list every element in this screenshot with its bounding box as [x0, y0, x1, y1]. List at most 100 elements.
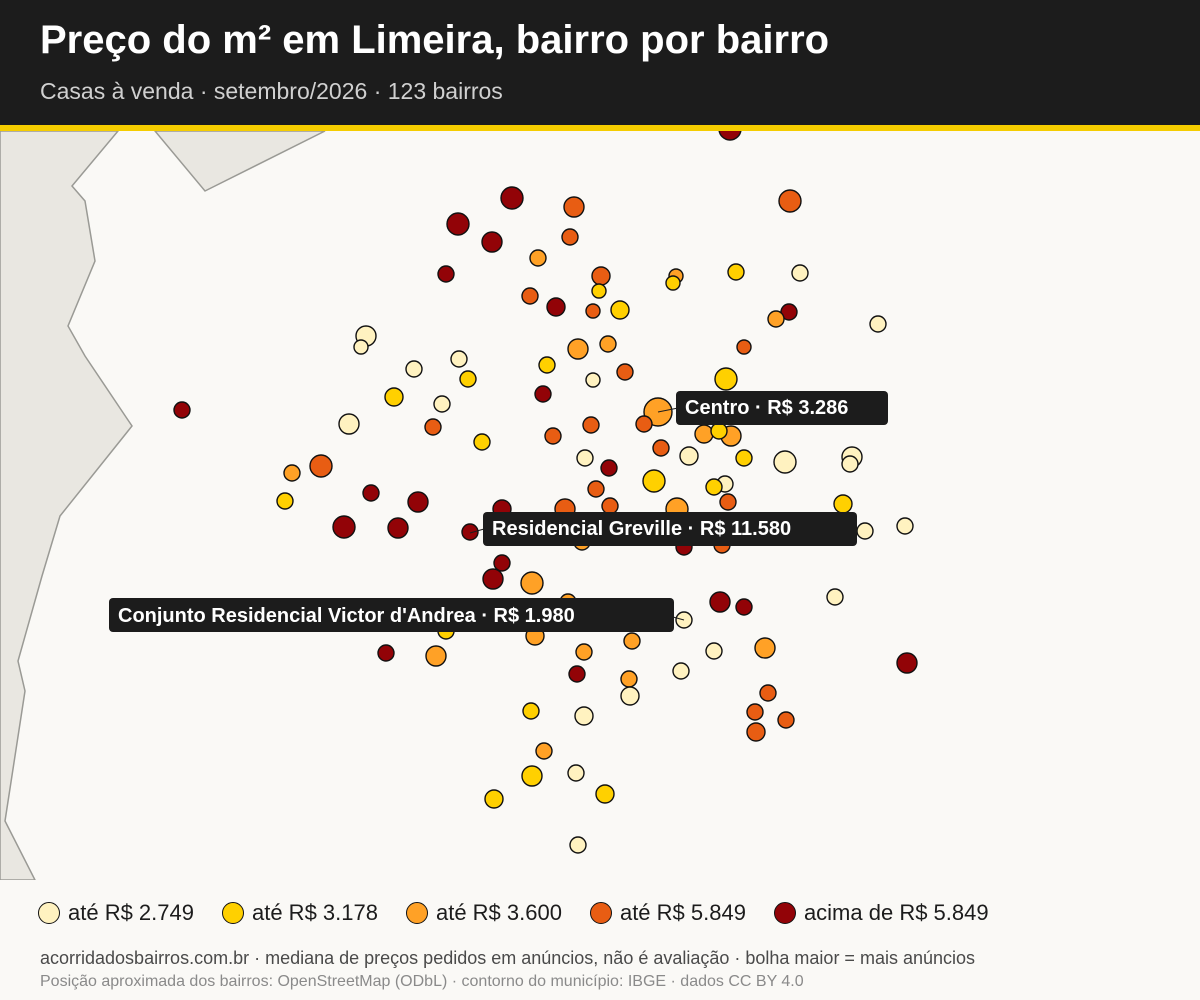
neighborhood-bubble-55[interactable] [841, 455, 859, 473]
neighborhood-bubble-14[interactable] [665, 275, 681, 291]
neighborhood-bubble-51[interactable] [576, 449, 594, 467]
callout-victor-dandrea: Conjunto Residencial Victor d'Andrea · R… [109, 598, 685, 632]
neighborhood-bubble-46[interactable] [694, 424, 714, 444]
neighborhood-bubble-35[interactable] [384, 387, 404, 407]
neighborhood-bubble-12[interactable] [791, 264, 809, 282]
neighborhood-bubble-76[interactable] [896, 517, 914, 535]
neighborhood-bubble-82[interactable] [520, 571, 544, 595]
neighborhood-bubble-64[interactable] [276, 492, 294, 510]
neighborhood-bubble-36[interactable] [534, 385, 552, 403]
neighborhood-bubble-65[interactable] [407, 491, 429, 513]
neighborhood-bubble-63[interactable] [362, 484, 380, 502]
neighborhood-bubble-57[interactable] [309, 454, 333, 478]
neighborhood-bubble-18[interactable] [585, 303, 601, 319]
neighborhood-bubble-96[interactable] [896, 652, 918, 674]
neighborhood-bubble-15[interactable] [591, 283, 607, 299]
neighborhood-bubble-37[interactable] [433, 395, 451, 413]
neighborhood-bubble-109[interactable] [567, 764, 585, 782]
neighborhood-bubble-73[interactable] [387, 517, 409, 539]
neighborhood-bubble-22[interactable] [869, 315, 887, 333]
neighborhood-bubble-9[interactable] [591, 266, 611, 286]
neighborhood-bubble-101[interactable] [759, 684, 777, 702]
legend-swatch-tier-5 [773, 902, 796, 924]
neighborhood-bubble-110[interactable] [484, 789, 504, 809]
neighborhood-bubble-34[interactable] [585, 372, 601, 388]
neighborhood-bubble-56[interactable] [600, 459, 618, 477]
neighborhood-bubble-11[interactable] [727, 263, 745, 281]
neighborhood-bubble-80[interactable] [493, 554, 511, 572]
neighborhood-bubble-45[interactable] [473, 433, 491, 451]
neighborhood-bubble-92[interactable] [425, 645, 447, 667]
neighborhood-bubble-74[interactable] [461, 523, 479, 541]
neighborhood-bubble-27[interactable] [736, 339, 752, 355]
neighborhood-bubble-86[interactable] [826, 588, 844, 606]
neighborhood-bubble-100[interactable] [620, 686, 640, 706]
neighborhood-bubble-107[interactable] [535, 742, 553, 760]
neighborhood-bubble-85[interactable] [735, 598, 753, 616]
neighborhood-bubble-26[interactable] [599, 335, 617, 353]
neighborhood-bubble-97[interactable] [568, 665, 586, 683]
neighborhood-bubble-5[interactable] [563, 196, 585, 218]
neighborhood-bubble-99[interactable] [672, 662, 690, 680]
neighborhood-bubble-91[interactable] [377, 644, 395, 662]
neighborhood-bubble-49[interactable] [652, 439, 670, 457]
neighborhood-bubble-42[interactable] [582, 416, 600, 434]
neighborhood-bubble-43[interactable] [635, 415, 653, 433]
neighborhood-bubble-17[interactable] [546, 297, 566, 317]
neighborhood-bubble-108[interactable] [521, 765, 543, 787]
neighborhood-bubble-44[interactable] [544, 427, 562, 445]
neighborhood-bubble-31[interactable] [616, 363, 634, 381]
neighborhood-bubble-62[interactable] [587, 480, 605, 498]
neighborhood-bubble-112[interactable] [569, 836, 587, 854]
neighborhood-bubble-33[interactable] [459, 370, 477, 388]
neighborhood-bubble-7[interactable] [561, 228, 579, 246]
neighborhood-bubble-90[interactable] [623, 632, 641, 650]
neighborhood-bubble-105[interactable] [777, 711, 795, 729]
neighborhood-bubble-30[interactable] [538, 356, 556, 374]
neighborhood-bubble-21[interactable] [767, 310, 785, 328]
neighborhood-bubble-1[interactable] [718, 131, 742, 141]
neighborhood-bubble-28[interactable] [450, 350, 468, 368]
neighborhood-bubble-4[interactable] [481, 231, 503, 253]
neighborhood-bubble-24[interactable] [353, 339, 369, 355]
neighborhood-bubble-3[interactable] [446, 212, 470, 236]
neighborhood-bubble-16[interactable] [521, 287, 539, 305]
neighborhood-bubble-25[interactable] [567, 338, 589, 360]
neighborhood-bubble-103[interactable] [574, 706, 594, 726]
neighborhood-bubble-50[interactable] [679, 446, 699, 466]
neighborhood-bubble-93[interactable] [575, 643, 593, 661]
neighborhood-bubble-66[interactable] [719, 493, 737, 511]
legend-item-tier-2: até R$ 3.178 [221, 900, 378, 926]
neighborhood-bubble-29[interactable] [405, 360, 423, 378]
neighborhood-bubble-13[interactable] [437, 265, 455, 283]
neighborhood-bubble-95[interactable] [754, 637, 776, 659]
neighborhood-bubble-52[interactable] [735, 449, 753, 467]
legend-label-tier-2: até R$ 3.178 [251, 900, 378, 925]
neighborhood-bubble-104[interactable] [746, 703, 764, 721]
neighborhood-bubble-67[interactable] [601, 497, 619, 515]
neighborhood-bubble-32[interactable] [714, 367, 738, 391]
neighborhood-bubble-75[interactable] [856, 522, 874, 540]
neighborhood-bubble-61[interactable] [705, 478, 723, 496]
neighborhood-bubble-19[interactable] [610, 300, 630, 320]
neighborhood-bubble-98[interactable] [620, 670, 638, 688]
neighborhood-bubble-41[interactable] [424, 418, 442, 436]
neighborhood-bubble-6[interactable] [778, 189, 802, 213]
neighborhood-bubble-84[interactable] [709, 591, 731, 613]
neighborhood-bubble-81[interactable] [482, 568, 504, 590]
neighborhood-bubble-111[interactable] [595, 784, 615, 804]
neighborhood-bubble-58[interactable] [283, 464, 301, 482]
neighborhood-bubble-94[interactable] [705, 642, 723, 660]
callout-leader-greville [469, 528, 485, 534]
neighborhood-bubble-72[interactable] [332, 515, 356, 539]
neighborhood-bubble-102[interactable] [522, 702, 540, 720]
neighborhood-bubble-8[interactable] [529, 249, 547, 267]
neighborhood-bubble-48[interactable] [710, 422, 728, 440]
neighborhood-bubble-71[interactable] [833, 494, 853, 514]
neighborhood-bubble-106[interactable] [746, 722, 766, 742]
neighborhood-bubble-2[interactable] [500, 186, 524, 210]
neighborhood-bubble-40[interactable] [338, 413, 360, 435]
neighborhood-bubble-59[interactable] [642, 469, 666, 493]
neighborhood-bubble-53[interactable] [773, 450, 797, 474]
neighborhood-bubble-38[interactable] [173, 401, 191, 419]
